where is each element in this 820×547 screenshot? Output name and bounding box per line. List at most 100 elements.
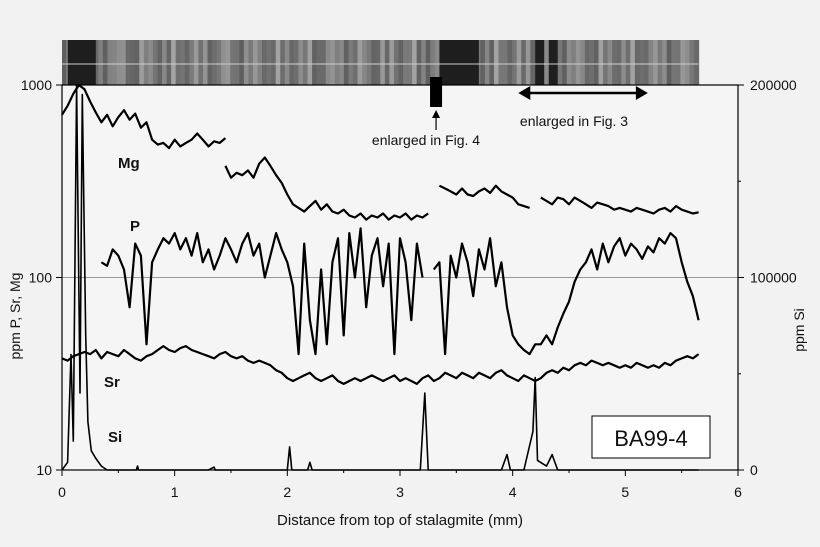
strip-lamina: [139, 40, 145, 85]
strip-lamina: [216, 40, 222, 85]
strip-lamina: [171, 40, 177, 85]
strip-lamina: [157, 40, 163, 85]
strip-lamina: [525, 40, 531, 85]
strip-lamina: [257, 40, 263, 85]
strip-lamina: [671, 40, 677, 85]
strip-lamina: [221, 40, 227, 85]
strip-lamina: [293, 40, 300, 85]
strip-lamina: [584, 40, 591, 85]
strip-lamina: [512, 40, 518, 85]
y-right-tick-label: 0: [750, 462, 758, 478]
strip-lamina: [366, 40, 372, 85]
series-line-p: [432, 232, 700, 356]
strip-lamina: [530, 40, 536, 85]
sample-label: BA99-4: [614, 426, 687, 451]
strip-lamina: [389, 40, 395, 85]
annotations: [430, 77, 648, 130]
y-right-tick-labels: 0 100000 200000: [750, 77, 797, 478]
strip-lamina: [334, 40, 340, 85]
strip-lamina: [416, 40, 422, 85]
series-label-si: Si: [108, 429, 122, 446]
strip-lamina: [321, 40, 327, 85]
series-label-sr: Sr: [104, 374, 120, 391]
strip-lamina: [575, 40, 581, 85]
strip-lamina: [230, 40, 236, 85]
strip-lamina: [362, 40, 368, 85]
series-label-p: P: [130, 218, 140, 235]
strip-lamina: [507, 40, 513, 85]
strip-lamina: [398, 40, 404, 85]
strip-lamina: [412, 40, 418, 85]
x-tick-labels: 0 1 2 3 4 5 6: [58, 484, 742, 500]
strip-lamina: [689, 40, 695, 85]
strip-lamina: [107, 40, 113, 85]
strip-lamina: [134, 40, 140, 85]
strip-lamina: [384, 40, 390, 85]
strip-lamina: [571, 40, 577, 85]
y-axis-label-left: ppm P, Sr, Mg: [7, 273, 23, 360]
y-left-tick-labels: 10 100 1000: [21, 77, 52, 478]
strip-lamina: [421, 40, 427, 85]
strip-lamina: [375, 40, 381, 85]
strip-lamina: [325, 40, 331, 85]
x-tick-label: 3: [396, 484, 404, 500]
series-line-mg: [438, 184, 530, 209]
strip-lamina: [143, 40, 149, 85]
strip-lamina: [243, 40, 250, 85]
strip-lamina: [562, 40, 568, 85]
strip-lamina: [175, 40, 181, 85]
strip-lamina: [666, 40, 672, 85]
strip-lamina: [130, 40, 136, 85]
strip-lamina: [348, 40, 354, 85]
strip-lamina: [503, 40, 509, 85]
strip-lamina: [262, 40, 268, 85]
strip-lamina: [593, 40, 600, 85]
strip-lamina: [425, 40, 431, 85]
strip-lamina: [125, 40, 131, 85]
strip-lamina: [189, 40, 195, 85]
strip-lamina: [493, 40, 500, 85]
strip-lamina: [62, 40, 68, 85]
strip-lamina: [557, 40, 563, 85]
y-left-tick-label: 100: [29, 270, 53, 286]
strip-dark-band: [67, 40, 96, 85]
strip-lamina: [434, 40, 440, 85]
series-line-mg: [224, 156, 429, 221]
strip-lamina: [98, 40, 104, 85]
x-tick-label: 0: [58, 484, 66, 500]
strip-lamina: [248, 40, 254, 85]
strip-lamina: [521, 40, 527, 85]
strip-lamina: [112, 40, 118, 85]
annotation-fig4: enlarged in Fig. 4: [372, 132, 480, 148]
strip-lamina: [302, 40, 309, 85]
strip-lamina: [234, 40, 240, 85]
x-tick-label: 2: [283, 484, 291, 500]
series-line-mg: [61, 83, 227, 150]
strip-lamina: [393, 40, 400, 85]
strip-lamina: [430, 40, 436, 85]
strip-lamina: [339, 40, 345, 85]
strip-lamina: [675, 40, 681, 85]
strip-lamina: [166, 40, 172, 85]
strip-lamina: [289, 40, 295, 85]
strip-lamina: [239, 40, 245, 85]
strip-lamina: [207, 40, 213, 85]
strip-lamina: [580, 40, 586, 85]
strip-lamina: [598, 40, 604, 85]
x-axis-label: Distance from top of stalagmite (mm): [277, 512, 523, 529]
strip-lamina: [284, 40, 290, 85]
sample-label-box: [591, 415, 711, 459]
strip-lamina: [489, 40, 495, 85]
strip-lamina: [357, 40, 363, 85]
strip-lamina: [616, 40, 622, 85]
strip-lamina: [662, 40, 668, 85]
annotation-fig3: enlarged in Fig. 3: [520, 113, 628, 129]
fig3-arrow-left-head: [518, 86, 531, 100]
strip-lamina: [648, 40, 654, 85]
series-line-sr: [61, 345, 700, 385]
y-axis-label-right: ppm Si: [791, 308, 807, 352]
strip-lamina: [630, 40, 636, 85]
strip-lamina: [543, 40, 550, 85]
strip-lamina: [252, 40, 259, 85]
